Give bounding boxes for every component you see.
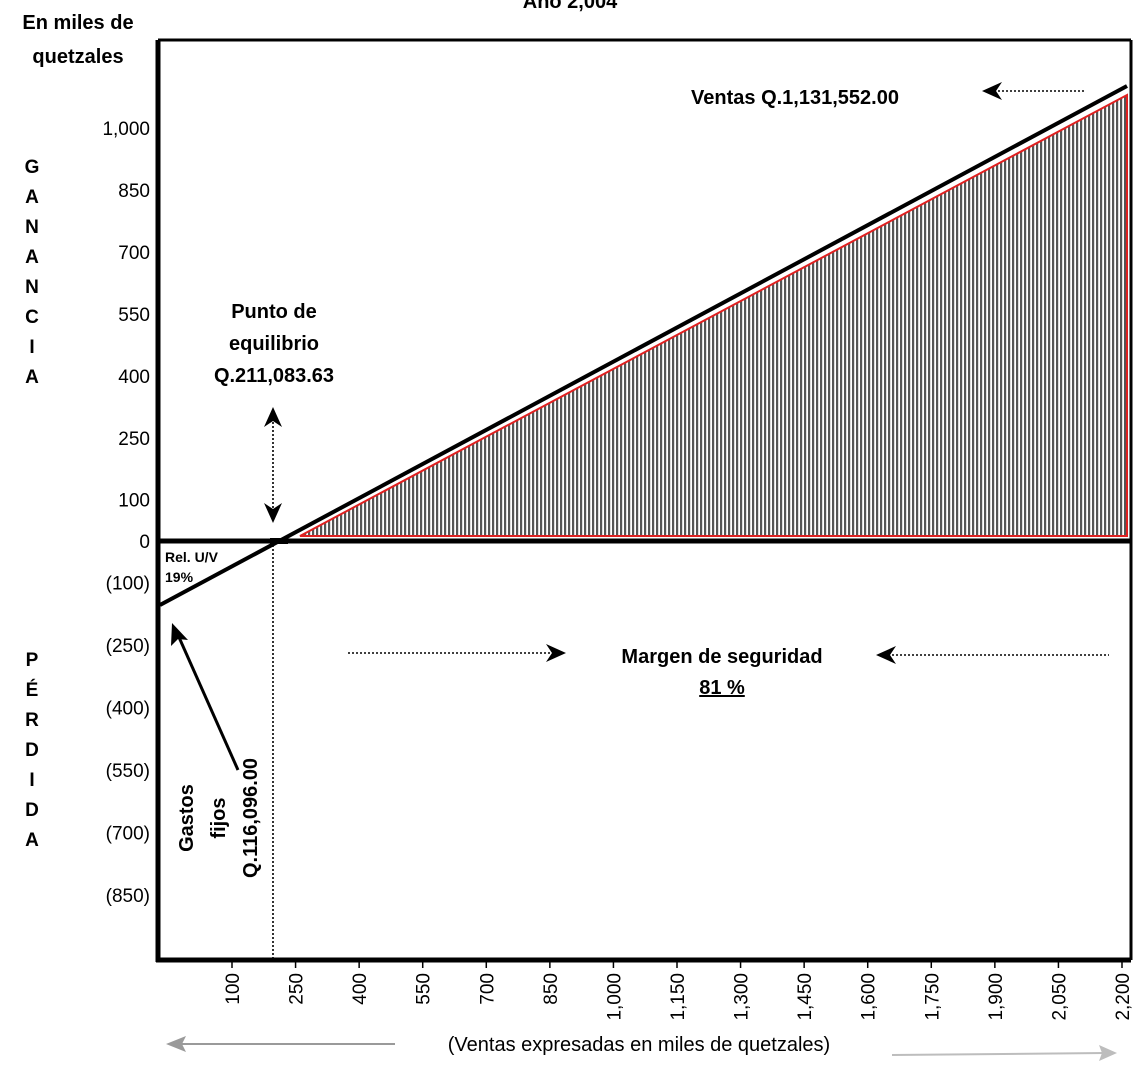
safety-right-arrow-head: [876, 646, 896, 664]
safety-margin-label: Margen de seguridad: [621, 646, 822, 668]
perdida-letter: D: [25, 800, 39, 821]
y-tick-label: (100): [106, 574, 150, 595]
profit-area: [299, 93, 1128, 537]
x-tick-label: 1,300: [732, 973, 753, 1021]
safety-left-arrow-head: [546, 644, 566, 662]
x-tick-label: 250: [287, 973, 308, 1005]
ganancia-letter: A: [25, 247, 39, 268]
breakeven-marker: [270, 538, 288, 544]
x-tick-label: 1,750: [922, 973, 943, 1021]
fixed-costs-label-line1: Gastos: [176, 784, 198, 852]
fixed-costs-arrow-line: [176, 634, 240, 771]
safety-margin-value: 81 %: [699, 677, 745, 699]
ganancia-letter: A: [25, 367, 39, 388]
x-axis-left-arrow-head: [166, 1036, 186, 1052]
y-tick-label: 250: [118, 429, 150, 450]
breakeven-label-line2: equilibrio: [229, 333, 319, 355]
ganancia-letter: I: [29, 337, 34, 358]
perdida-letter: I: [29, 770, 34, 791]
x-tick-label: 1,150: [668, 973, 689, 1021]
x-tick-label: 700: [477, 973, 498, 1005]
y-tick-label: 100: [118, 491, 150, 512]
x-axis-label: (Ventas expresadas en miles de quetzales…: [448, 1034, 830, 1056]
x-tick-labels: 100 250 400 550 700 850 1,000 1,150 1,300 1,450 1,…: [223, 960, 1134, 1021]
x-tick-label: 1,600: [859, 973, 880, 1021]
y-tick-label: 850: [118, 181, 150, 202]
x-axis-right-arrow-line: [891, 1052, 1106, 1056]
y-tick-label: 700: [118, 243, 150, 264]
x-tick-label: 1,000: [604, 973, 625, 1021]
chart-title: Año 2,004: [523, 0, 618, 13]
sales-line: [159, 84, 1128, 607]
x-tick-label: 850: [541, 973, 562, 1005]
perdida-letter: D: [25, 740, 39, 761]
y-tick-label: (250): [106, 636, 150, 657]
perdida-letter: A: [25, 830, 39, 851]
ganancia-letter: N: [25, 217, 39, 238]
y-tick-label: 550: [118, 305, 150, 326]
x-tick-label: 1,900: [986, 973, 1007, 1021]
breakeven-arrow-up: [264, 407, 282, 427]
x-tick-label: 550: [414, 973, 435, 1005]
ganancia-letter: G: [25, 157, 40, 178]
y-axis-heading-line1: En miles de: [22, 12, 133, 34]
y-tick-label: 1,000: [102, 119, 150, 140]
breakeven-label-line1: Punto de: [231, 301, 317, 323]
y-tick-label: (400): [106, 699, 150, 720]
y-tick-label: 400: [118, 367, 150, 388]
breakeven-arrow-down: [264, 503, 282, 523]
fixed-costs-label-line2: fijos: [208, 797, 230, 838]
ganancia-letter: N: [25, 277, 39, 298]
x-tick-label: 100: [223, 973, 244, 1005]
fixed-costs-arrow-head: [171, 623, 188, 646]
x-tick-label: 1,450: [795, 973, 816, 1021]
x-axis-right-arrow-head: [1099, 1045, 1117, 1061]
perdida-letter: É: [26, 679, 39, 701]
y-tick-label: (700): [106, 824, 150, 845]
sales-annotation: Ventas Q.1,131,552.00: [691, 87, 899, 109]
x-tick-label: 2,050: [1049, 973, 1070, 1021]
perdida-letter: P: [26, 650, 39, 671]
y-tick-label: 0: [139, 532, 150, 553]
fixed-costs-label-value: Q.116,096.00: [240, 758, 262, 878]
y-tick-label: (850): [106, 886, 150, 907]
ratio-value: 19%: [165, 569, 194, 585]
ratio-label: Rel. U/V: [165, 549, 219, 565]
ganancia-letter: A: [25, 187, 39, 208]
x-tick-label: 400: [350, 973, 371, 1005]
ganancia-letter: C: [25, 307, 39, 328]
breakeven-label-value: Q.211,083.63: [214, 365, 334, 387]
y-tick-label: (550): [106, 761, 150, 782]
y-tick-labels: 1,000 850 700 550 400 250 100 0 (100) (250) (400) (…: [102, 119, 150, 907]
y-axis-heading-line2: quetzales: [32, 46, 123, 68]
x-tick-label: 2,200: [1113, 973, 1134, 1021]
sales-arrow-head: [982, 82, 1002, 100]
perdida-letter: R: [25, 710, 39, 731]
